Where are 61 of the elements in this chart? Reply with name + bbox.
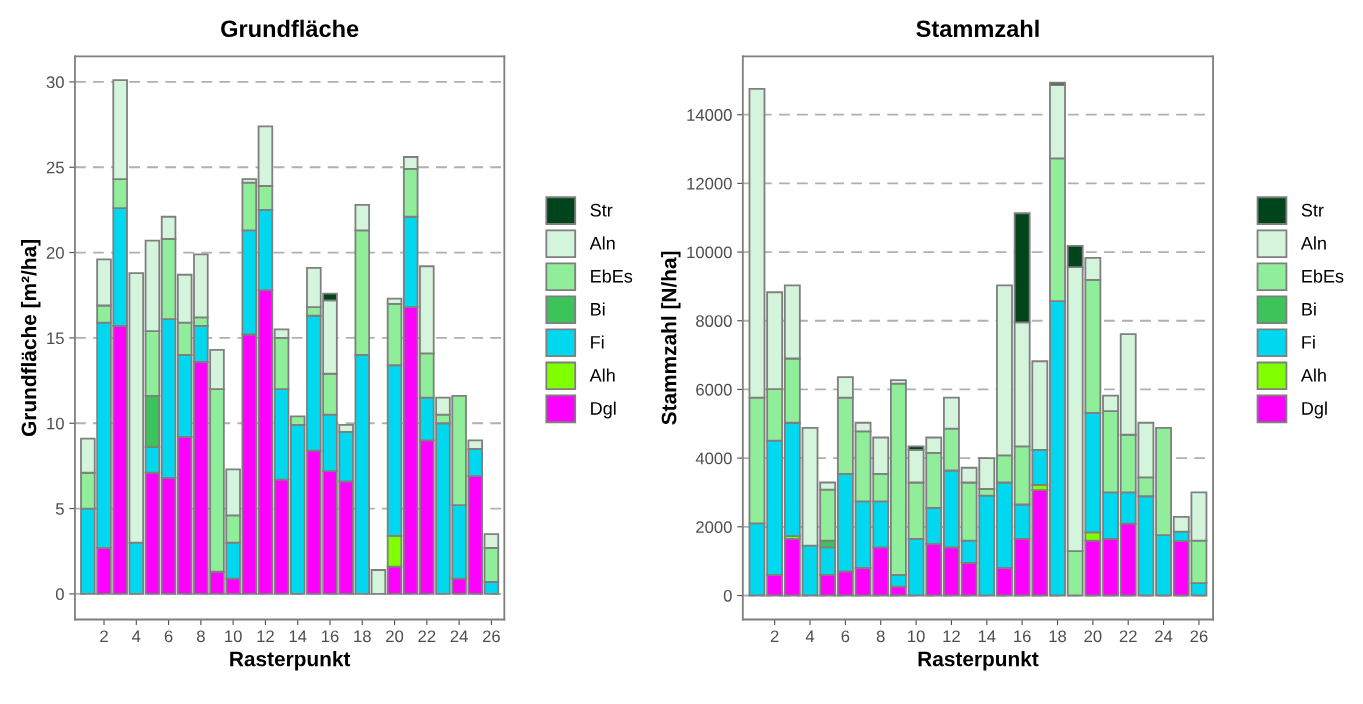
x-tick-label: 26 [1190, 630, 1208, 643]
y-axis-title: Stammzahl [N/ha] [661, 251, 681, 425]
x-tick-label: 18 [354, 630, 371, 643]
x-tick-label: 18 [1049, 630, 1067, 643]
x-tick-label: 8 [876, 630, 885, 643]
x-tick-label: 14 [289, 630, 307, 643]
x-tick-label: 10 [908, 630, 925, 643]
x-tick-label: 24 [450, 630, 468, 643]
y-tick-label: 0 [723, 589, 732, 602]
x-tick-label: 12 [943, 630, 960, 643]
y-tick-label: 5 [55, 503, 64, 515]
y-tick-label: 0 [55, 588, 64, 601]
x-tick-label: 20 [1084, 630, 1102, 643]
y-tick-label: 8000 [696, 315, 732, 327]
x-tick-label: 22 [418, 630, 436, 643]
x-tick-label: 6 [164, 630, 173, 643]
legend-label: EbEs [591, 269, 633, 283]
x-tick-label: 10 [225, 630, 242, 643]
legend-label: Alh [1300, 368, 1326, 382]
x-tick-label: 8 [196, 630, 205, 643]
y-tick-label: 2000 [696, 521, 732, 533]
legend-label: Aln [1300, 236, 1326, 250]
y-tick-label: 14000 [687, 109, 732, 121]
legend-label: Dgl [591, 401, 616, 419]
x-tick-label: 4 [132, 630, 141, 643]
x-tick-label: 2 [770, 630, 779, 643]
y-tick-label: 15 [47, 332, 64, 345]
x-tick-label: 6 [841, 630, 850, 643]
legend-label: Str [590, 203, 613, 217]
legend-label: Fi [591, 335, 604, 349]
x-tick-label: 20 [386, 630, 404, 643]
legend-label: Aln [589, 236, 615, 250]
legend-label: Fi [1302, 335, 1315, 349]
x-tick-label: 24 [1155, 630, 1173, 643]
y-tick-label: 12000 [687, 177, 732, 190]
x-tick-label: 26 [482, 630, 500, 643]
y-tick-label: 30 [46, 76, 64, 89]
legend-label: Bi [1302, 302, 1316, 316]
x-tick-label: 14 [978, 630, 996, 643]
x-tick-label: 16 [321, 630, 339, 643]
y-tick-label: 20 [46, 246, 64, 259]
y-tick-label: 6000 [696, 383, 732, 396]
legend-label: Alh [589, 368, 615, 382]
y-tick-label: 4000 [695, 452, 732, 465]
legend-label: EbEs [1302, 269, 1344, 283]
x-tick-label: 16 [1014, 630, 1031, 643]
chart-title: Grundfläche [221, 19, 359, 38]
chart-title: Stammzahl [916, 19, 1039, 38]
legend-label: Str [1301, 203, 1324, 217]
legend-label: Dgl [1302, 401, 1327, 419]
x-axis-title: Rasterpunkt [230, 651, 351, 671]
x-tick-label: 12 [257, 630, 274, 643]
y-axis-title: Grundfläche [m²/ha] [21, 240, 41, 437]
x-tick-label: 2 [100, 630, 108, 643]
x-tick-label: 22 [1119, 630, 1137, 643]
y-tick-label: 10 [47, 417, 64, 430]
x-tick-label: 4 [805, 630, 815, 643]
x-axis-title: Rasterpunkt [918, 651, 1039, 671]
y-tick-label: 10000 [687, 246, 732, 259]
y-tick-label: 25 [46, 161, 64, 174]
legend-label: Bi [591, 302, 605, 316]
